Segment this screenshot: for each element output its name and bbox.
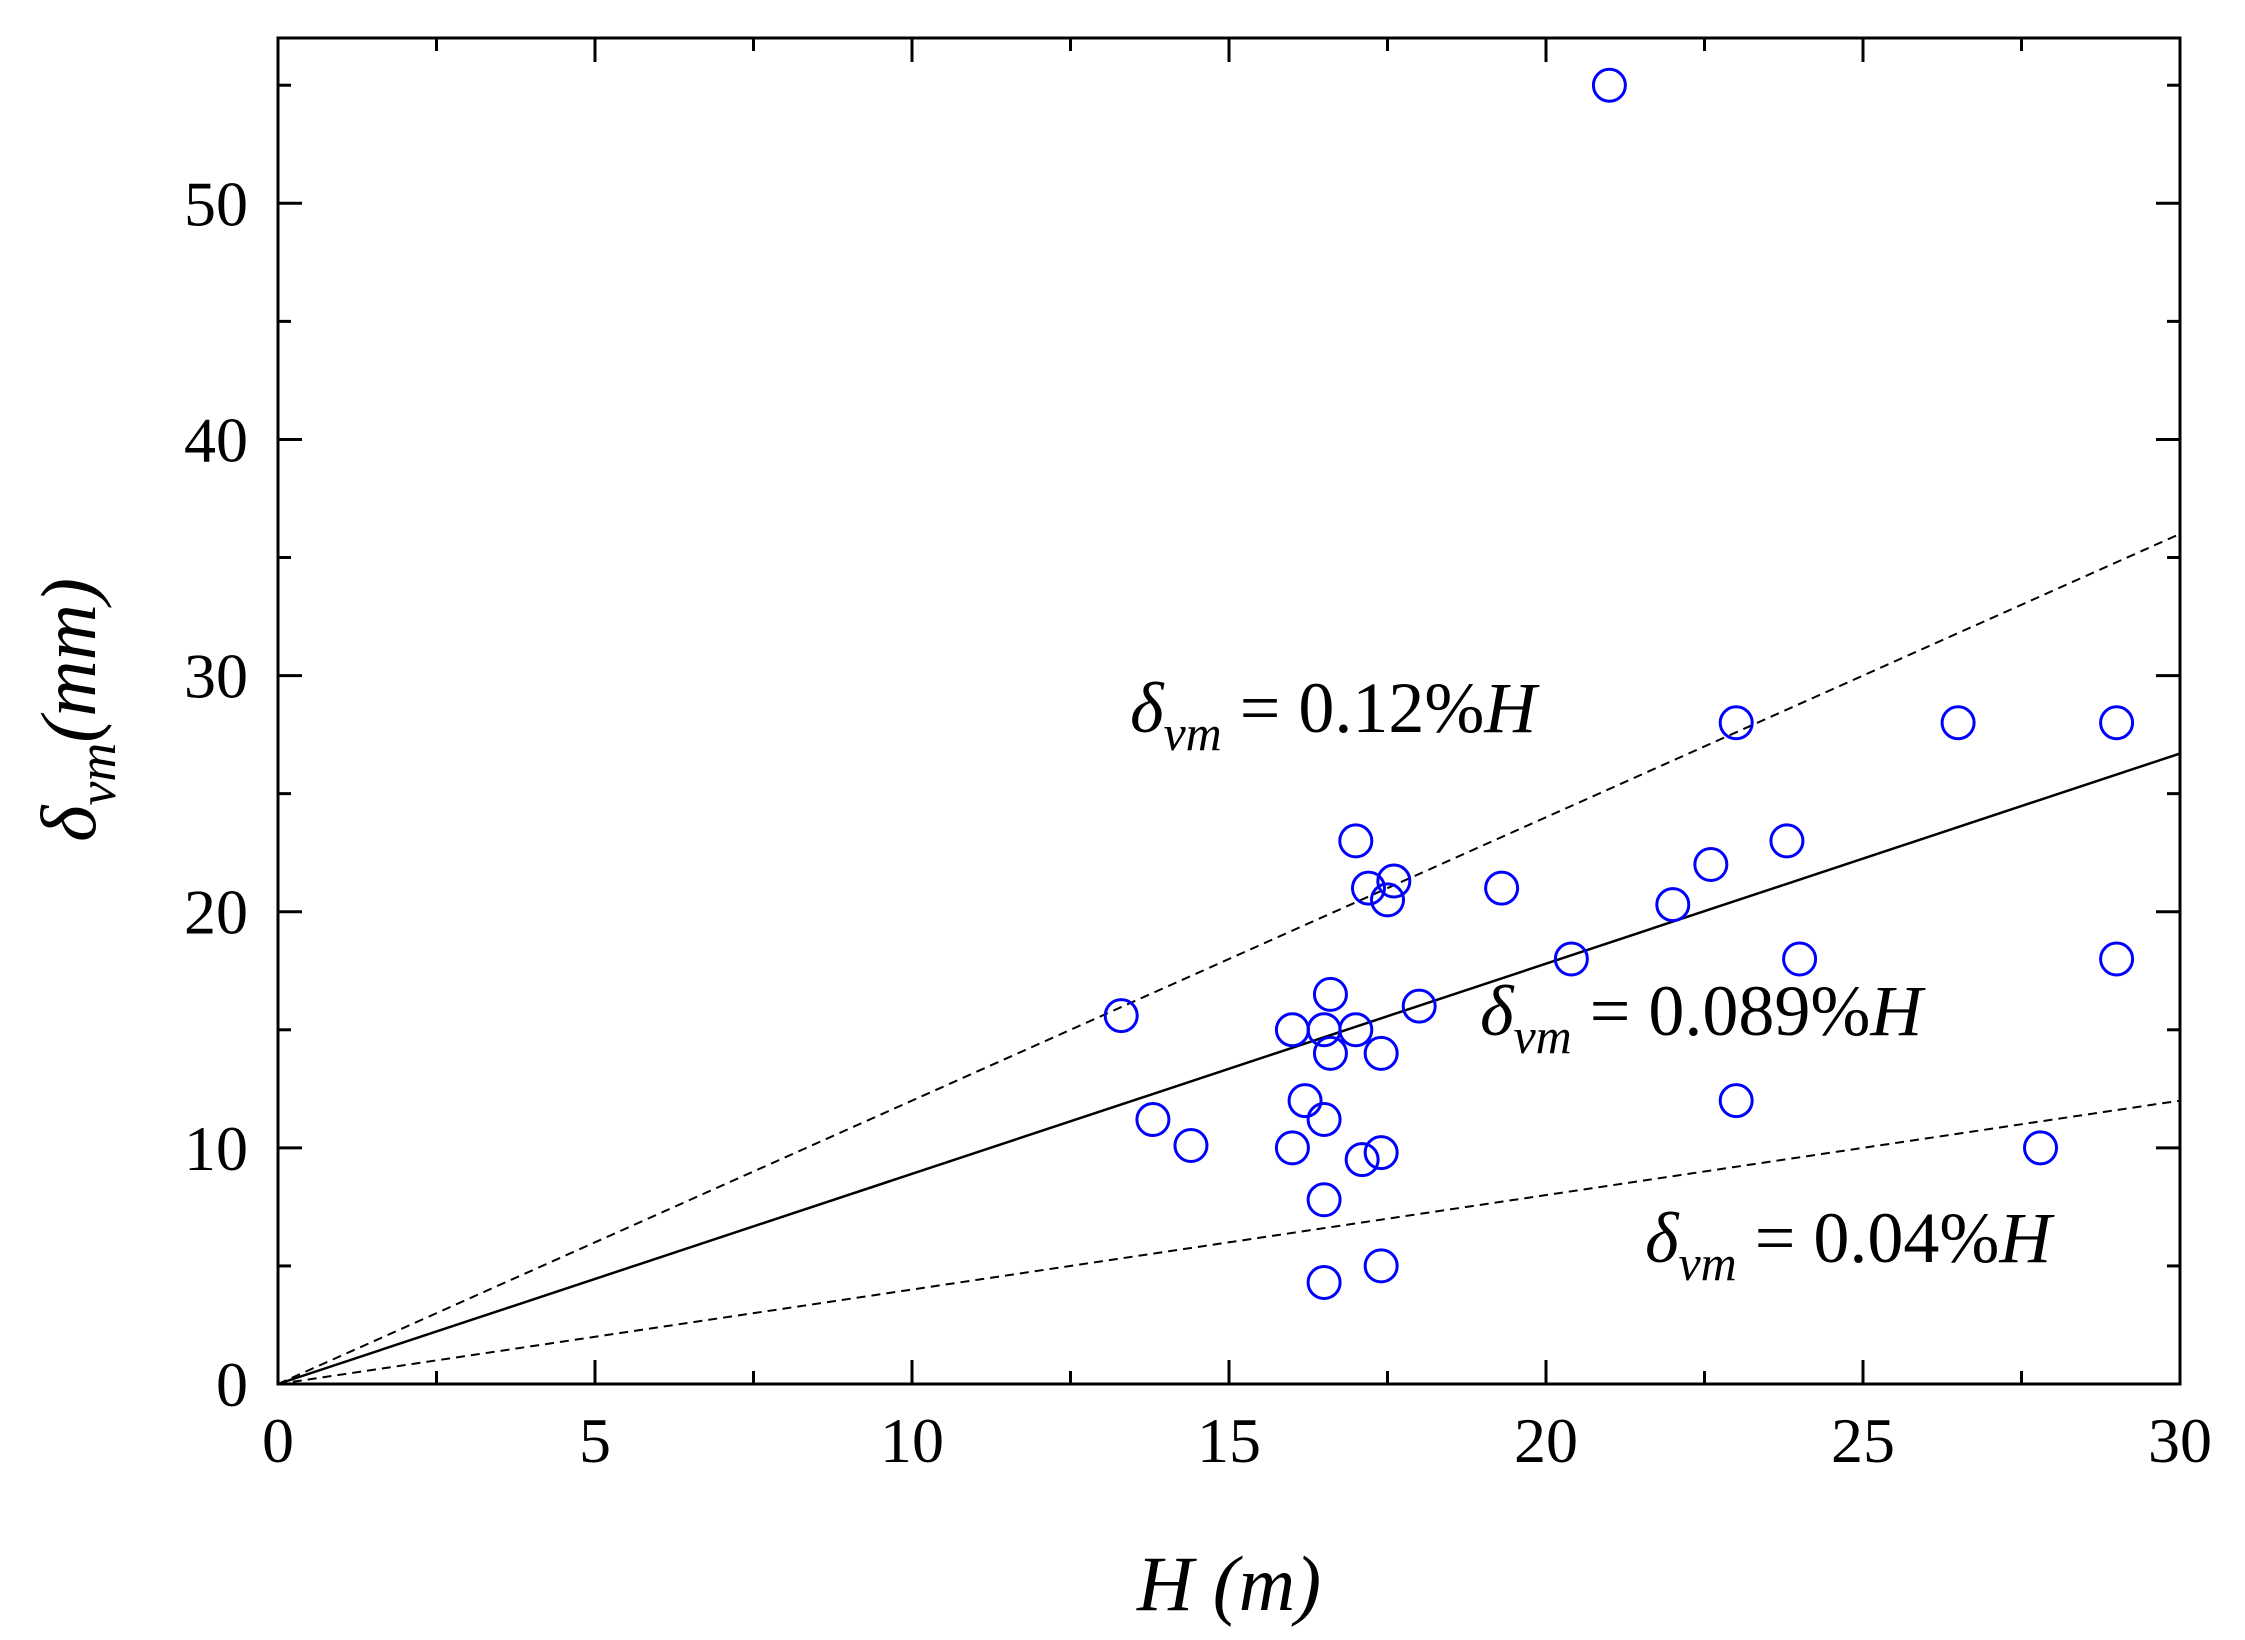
y-tick-label: 50	[184, 168, 248, 239]
annotation-mid: δvm = 0.089%H	[1480, 971, 1926, 1064]
x-tick-label: 0	[262, 1405, 294, 1476]
data-point	[1173, 1127, 1209, 1163]
y-axis-label: δvm(mm)	[25, 578, 127, 842]
y-axis-symbol: δ	[25, 804, 112, 842]
y-tick-label: 40	[184, 404, 248, 475]
annotation-upper: δvm = 0.12%H	[1130, 668, 1540, 761]
x-tick-label: 5	[579, 1405, 611, 1476]
y-tick-label: 0	[216, 1349, 248, 1420]
data-point	[1274, 1012, 1310, 1048]
y-tick-label: 10	[184, 1113, 248, 1184]
data-point	[1718, 1083, 1754, 1119]
data-point	[1553, 941, 1589, 977]
data-point	[1718, 705, 1754, 741]
x-tick-label: 25	[1831, 1405, 1895, 1476]
trend-line-0089H	[277, 752, 2181, 1386]
y-tick-label: 20	[184, 877, 248, 948]
trend-line-012H	[277, 532, 2181, 1385]
data-point	[1306, 1182, 1342, 1218]
data-point	[1370, 882, 1405, 918]
data-point	[1376, 863, 1412, 899]
x-axis-label: H (m)	[1136, 1540, 1321, 1627]
data-point	[1287, 1083, 1323, 1119]
y-axis-unit: (mm)	[25, 578, 112, 743]
data-point	[1591, 67, 1627, 103]
data-point	[1350, 870, 1386, 906]
data-point	[1306, 1102, 1342, 1138]
data-point	[1312, 976, 1348, 1012]
data-point	[2099, 705, 2135, 741]
data-point	[1940, 705, 1976, 741]
data-point	[2099, 941, 2135, 977]
axis-ticks: 0 5 10 15 20 25 30 0 10 20 30 40 50	[184, 38, 2212, 1476]
data-point	[1693, 846, 1729, 882]
x-tick-label: 20	[1514, 1405, 1578, 1476]
data-point	[1769, 823, 1805, 859]
data-point	[1274, 1130, 1310, 1166]
annotation-lower: δvm = 0.04%H	[1645, 1198, 2055, 1291]
data-point	[1312, 1035, 1348, 1071]
y-axis-subscript: vm	[67, 743, 127, 806]
data-point	[1401, 988, 1437, 1024]
data-point	[1484, 870, 1520, 906]
data-point	[1782, 941, 1818, 977]
svg-text:δvm(mm): δvm(mm)	[25, 578, 127, 842]
x-tick-label: 15	[1197, 1405, 1261, 1476]
data-points	[1103, 67, 2135, 1300]
data-point	[1338, 1012, 1374, 1048]
data-point	[1363, 1135, 1399, 1171]
x-tick-label: 10	[880, 1405, 944, 1476]
y-tick-label: 30	[184, 641, 248, 712]
data-point	[1363, 1035, 1399, 1071]
x-tick-label: 30	[2148, 1405, 2212, 1476]
data-point	[1338, 823, 1374, 859]
data-point	[1363, 1248, 1399, 1284]
data-point	[1344, 1142, 1380, 1178]
data-point	[1306, 1264, 1342, 1300]
data-point	[1306, 1012, 1342, 1048]
trend-line-004H	[277, 1099, 2181, 1385]
data-point	[1655, 887, 1691, 923]
data-point	[2023, 1130, 2059, 1166]
data-point	[1135, 1102, 1171, 1138]
trend-lines	[277, 532, 2181, 1386]
data-point	[1103, 998, 1139, 1034]
